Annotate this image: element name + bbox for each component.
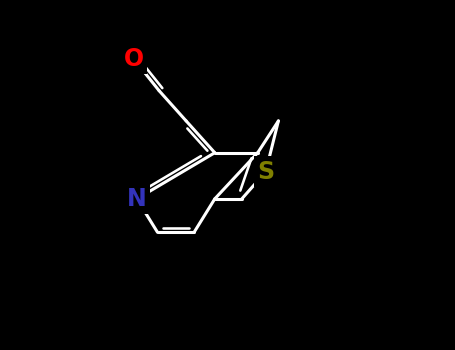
Text: S: S <box>257 160 274 184</box>
Text: N: N <box>127 187 147 211</box>
Text: O: O <box>124 47 144 71</box>
